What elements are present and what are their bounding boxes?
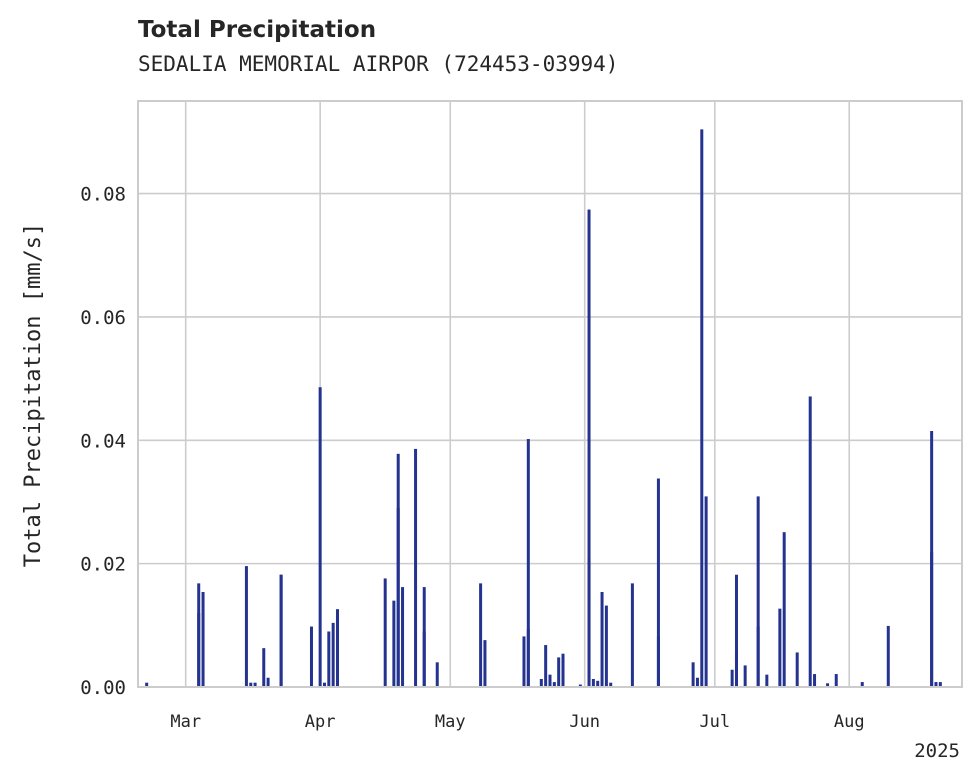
- y-tick-label: 0.02: [80, 554, 126, 576]
- precipitation-bar: [396, 508, 400, 687]
- precipitation-bar: [422, 587, 426, 687]
- x-tick-label: Jul: [699, 712, 730, 732]
- precipitation-bar: [691, 662, 695, 687]
- precipitation-bar: [734, 574, 738, 687]
- precipitation-bar: [318, 387, 322, 687]
- y-tick-label: 0.04: [80, 430, 126, 452]
- precipitation-bar: [414, 448, 418, 687]
- precipitation-bar: [526, 439, 530, 687]
- x-tick-label: Mar: [170, 712, 201, 732]
- x-tick-label: Apr: [305, 712, 336, 732]
- precipitation-bar: [327, 631, 331, 687]
- precipitation-bar: [695, 677, 699, 687]
- precipitation-bar: [743, 665, 747, 687]
- precipitation-bar: [262, 648, 266, 687]
- precipitation-bar: [700, 129, 704, 687]
- y-tick-label: 0.06: [80, 307, 126, 329]
- precipitation-bar: [401, 587, 405, 687]
- precipitation-bar: [197, 612, 201, 687]
- x-tick-label: Jun: [569, 712, 600, 732]
- chart-title: Total Precipitation: [138, 17, 377, 43]
- y-axis-label: Total Precipitation [mm/s]: [21, 223, 46, 567]
- x-tick-label: May: [435, 712, 466, 732]
- precipitation-bar: [834, 674, 838, 687]
- precipitation-bar: [322, 682, 326, 687]
- y-tick-label: 0.08: [80, 184, 126, 206]
- precipitation-bar: [934, 682, 938, 687]
- precipitation-bar: [734, 653, 738, 687]
- precipitation-bar: [813, 674, 817, 687]
- precipitation-bar: [479, 583, 483, 687]
- precipitation-bar: [778, 608, 782, 687]
- precipitation-bar: [435, 662, 439, 687]
- precipitation-bar: [795, 652, 799, 687]
- precipitation-bar: [930, 431, 934, 687]
- precipitation-bar: [756, 626, 760, 687]
- precipitation-bar: [591, 678, 595, 687]
- precipitation-bar: [578, 684, 582, 687]
- precipitation-bar: [548, 674, 552, 687]
- precipitation-bar: [331, 622, 335, 687]
- precipitation-bar: [253, 682, 257, 687]
- precipitation-bar: [279, 574, 283, 687]
- precipitation-bar: [249, 682, 253, 687]
- plot-frame: [137, 100, 963, 688]
- grid-lines: [138, 101, 962, 688]
- precipitation-bar: [309, 626, 313, 687]
- precipitation-bar: [383, 578, 387, 687]
- precipitation-bar: [201, 592, 205, 687]
- precipitation-bar: [587, 557, 591, 687]
- precipitation-bar: [765, 674, 769, 687]
- precipitation-bar: [145, 682, 149, 687]
- precipitation-bar: [561, 653, 565, 687]
- y-tick-label: 0.00: [80, 677, 126, 699]
- precipitation-bars: [145, 129, 942, 687]
- precipitation-bar: [596, 680, 600, 687]
- precipitation-bar: [756, 496, 760, 687]
- precipitation-bar: [808, 396, 812, 687]
- precipitation-bar: [656, 478, 660, 687]
- precipitation-bar: [600, 592, 604, 687]
- precipitation-bar: [730, 669, 734, 687]
- x-axis-year-label: 2025: [914, 740, 960, 762]
- precipitation-bar: [938, 682, 942, 687]
- precipitation-bar: [630, 583, 634, 687]
- precipitation-bar: [335, 609, 339, 687]
- precipitation-bar: [552, 682, 556, 687]
- precipitation-bar: [587, 209, 591, 687]
- precipitation-bar: [392, 600, 396, 687]
- y-axis-ticks: 0.00 0.02 0.04 0.06 0.08: [80, 184, 126, 699]
- precipitation-bar: [539, 678, 543, 687]
- precipitation-bar: [826, 683, 830, 687]
- precipitation-bar: [886, 625, 890, 687]
- precipitation-bar: [544, 645, 548, 687]
- precipitation-bar: [609, 682, 613, 687]
- precipitation-bar: [557, 657, 561, 687]
- precipitation-bar: [244, 566, 248, 687]
- precipitation-bar: [522, 636, 526, 687]
- precipitation-bar: [266, 677, 270, 687]
- precipitation-bar: [483, 640, 487, 687]
- precipitation-bar: [604, 605, 608, 687]
- precipitation-bar: [704, 496, 708, 687]
- precipitation-bar: [860, 682, 864, 687]
- precipitation-bar: [782, 532, 786, 687]
- chart-subtitle: SEDALIA MEMORIAL AIRPOR (724453-03994): [138, 52, 619, 76]
- x-tick-label: Aug: [834, 712, 865, 732]
- x-axis-ticks: Mar Apr May Jun Jul Aug: [170, 712, 864, 732]
